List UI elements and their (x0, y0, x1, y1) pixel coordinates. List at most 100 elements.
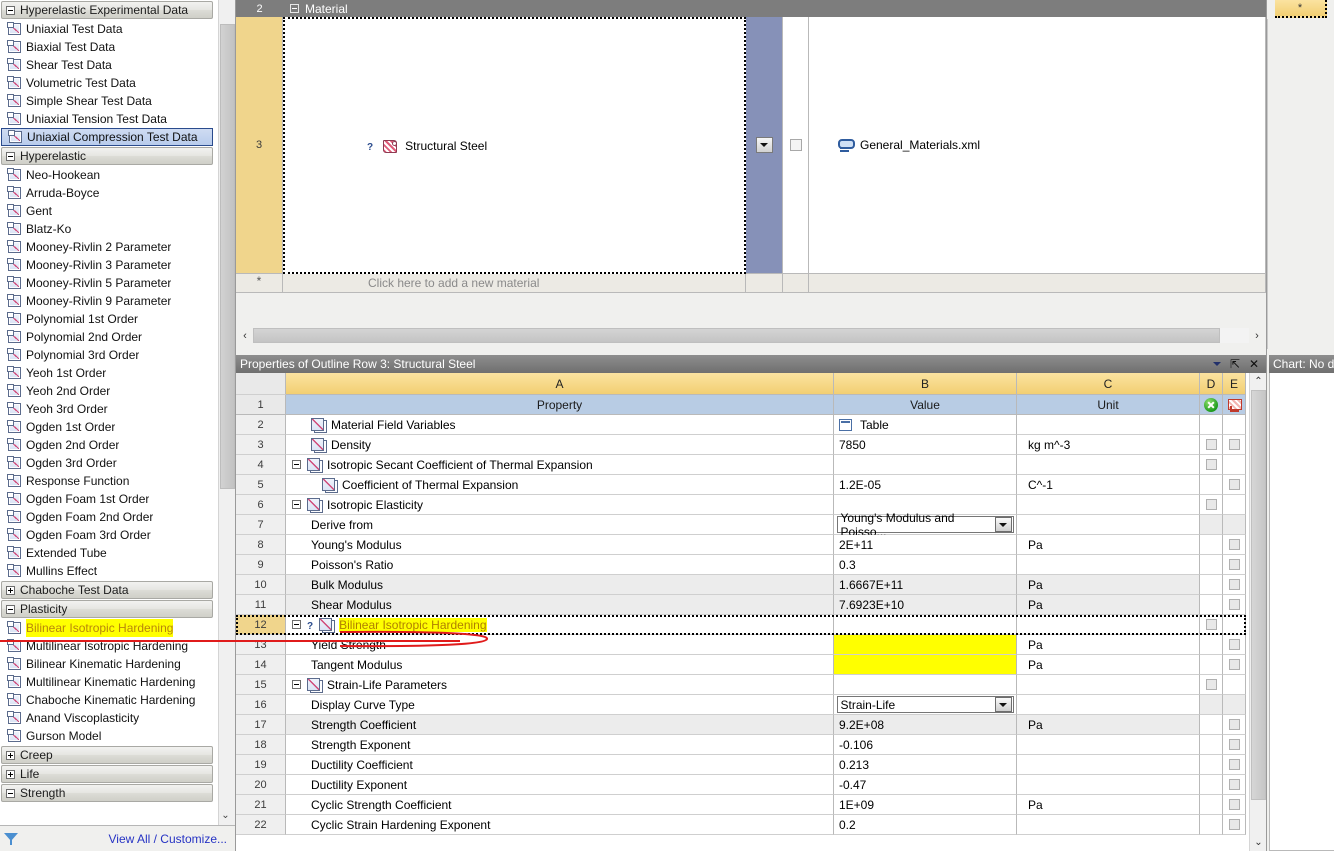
toolbox-item-ogden-foam-1st-order[interactable]: Ogden Foam 1st Order (1, 490, 213, 508)
column-d-cell[interactable] (1200, 635, 1223, 655)
outline-row-checkbox[interactable] (789, 139, 802, 151)
column-e-cell[interactable] (1223, 775, 1246, 795)
properties-row[interactable]: 12? Bilinear Isotropic Hardening (236, 615, 1249, 635)
toolbox-item-multilinear-kinematic-hardening[interactable]: Multilinear Kinematic Hardening (1, 673, 213, 691)
toolbox-group-strength[interactable]: Strength (1, 784, 213, 802)
toolbox-item-gent[interactable]: Gent (1, 202, 213, 220)
toolbox-group-creep[interactable]: Creep (1, 746, 213, 764)
column-d-cell[interactable] (1200, 475, 1223, 495)
column-d-cell[interactable] (1200, 755, 1223, 775)
pin-icon[interactable]: ⇱ (1229, 357, 1240, 371)
parameterize-checkbox[interactable] (1228, 559, 1240, 570)
toolbox-item-neo-hookean[interactable]: Neo-Hookean (1, 166, 213, 184)
parameterize-checkbox[interactable] (1228, 599, 1240, 610)
value-cell[interactable] (834, 675, 1017, 695)
column-d-cell[interactable] (1200, 615, 1223, 635)
properties-row[interactable]: 17 Strength Coefficient 9.2E+08 Pa (236, 715, 1249, 735)
outline-new-row-placeholder[interactable]: Click here to add a new material (283, 274, 746, 293)
property-name-cell[interactable]: Derive from (286, 515, 834, 535)
outline-new-row[interactable]: * Click here to add a new material (236, 274, 1266, 293)
toolbox-item-mullins-effect[interactable]: Mullins Effect (1, 562, 213, 580)
properties-row[interactable]: 2 Material Field Variables Table (236, 415, 1249, 435)
properties-row[interactable]: 5 Coefficient of Thermal Expansion 1.2E-05… (236, 475, 1249, 495)
property-name-cell[interactable]: Display Curve Type (286, 695, 834, 715)
column-d-cell[interactable] (1200, 655, 1223, 675)
value-cell[interactable]: Table (834, 415, 1017, 435)
toolbox-item-ogden-1st-order[interactable]: Ogden 1st Order (1, 418, 213, 436)
toolbox-item-polynomial-3rd-order[interactable]: Polynomial 3rd Order (1, 346, 213, 364)
collapse-icon[interactable] (6, 788, 15, 798)
properties-row[interactable]: 20 Ductility Exponent -0.47 (236, 775, 1249, 795)
suppress-checkbox[interactable] (1205, 619, 1217, 630)
property-name-cell[interactable]: Cyclic Strength Coefficient (286, 795, 834, 815)
suppress-checkbox[interactable] (1205, 439, 1217, 450)
value-cell[interactable] (834, 495, 1017, 515)
parameterize-checkbox[interactable] (1228, 799, 1240, 810)
column-d-cell[interactable] (1200, 555, 1223, 575)
property-name-cell[interactable]: Strength Coefficient (286, 715, 834, 735)
value-dropdown[interactable]: Young's Modulus and Poisso... (836, 511, 1014, 539)
column-d-cell[interactable] (1200, 675, 1223, 695)
value-cell[interactable]: 7.6923E+10 (834, 595, 1017, 615)
properties-row[interactable]: 10 Bulk Modulus 1.6667E+11 Pa (236, 575, 1249, 595)
toolbox-vertical-scrollbar[interactable]: ⌄ (218, 0, 235, 825)
properties-row[interactable]: 16 Display Curve Type Strain-Life (236, 695, 1249, 715)
property-name-cell[interactable]: Strength Exponent (286, 735, 834, 755)
scroll-up-icon[interactable]: ⌃ (1251, 374, 1266, 389)
column-letter-b[interactable]: B (834, 373, 1017, 395)
toolbox-item-uniaxial-compression-test-data[interactable]: Uniaxial Compression Test Data (1, 128, 213, 146)
column-e-cell[interactable] (1223, 475, 1246, 495)
properties-row[interactable]: 14 Tangent Modulus Pa (236, 655, 1249, 675)
parameterize-checkbox[interactable] (1228, 439, 1240, 450)
properties-row[interactable]: 21 Cyclic Strength Coefficient 1E+09 Pa (236, 795, 1249, 815)
toolbox-item-bilinear-kinematic-hardening[interactable]: Bilinear Kinematic Hardening (1, 655, 213, 673)
properties-row[interactable]: 4 Isotropic Secant Coefficient of Thermal… (236, 455, 1249, 475)
column-letter-d[interactable]: D (1200, 373, 1223, 395)
toolbox-item-mooney-rivlin-9-parameter[interactable]: Mooney-Rivlin 9 Parameter (1, 292, 213, 310)
material-entry[interactable]: ? Structural Steel (367, 139, 487, 153)
column-d-cell[interactable] (1200, 415, 1223, 435)
parameterize-checkbox[interactable] (1228, 759, 1240, 770)
suppress-checkbox[interactable] (1205, 459, 1217, 470)
value-cell[interactable]: Young's Modulus and Poisso... (834, 511, 1017, 539)
column-d-cell[interactable] (1200, 435, 1223, 455)
toolbox-item-arruda-boyce[interactable]: Arruda-Boyce (1, 184, 213, 202)
value-cell[interactable]: 2E+11 (834, 535, 1017, 555)
toolbox-item-uniaxial-test-data[interactable]: Uniaxial Test Data (1, 20, 213, 38)
parameterize-checkbox[interactable] (1228, 539, 1240, 550)
property-name-cell[interactable]: ? Bilinear Isotropic Hardening (286, 615, 834, 635)
suppress-checkbox[interactable] (1205, 679, 1217, 690)
properties-row[interactable]: 19 Ductility Coefficient 0.213 (236, 755, 1249, 775)
outline-right-new-cell[interactable]: * (1275, 0, 1327, 18)
toolbox-item-yeoh-2nd-order[interactable]: Yeoh 2nd Order (1, 382, 213, 400)
filter-icon[interactable] (4, 832, 18, 845)
collapse-icon[interactable] (292, 460, 301, 469)
toolbox-item-bilinear-isotropic-hardening[interactable]: Bilinear Isotropic Hardening (1, 619, 213, 637)
parameterize-checkbox[interactable] (1228, 659, 1240, 670)
value-cell[interactable]: 0.213 (834, 755, 1017, 775)
toolbox-scrollbar-thumb[interactable] (220, 24, 235, 489)
toolbox-scroll-down-icon[interactable]: ⌄ (221, 810, 230, 821)
value-cell[interactable]: 7850 (834, 435, 1017, 455)
properties-row[interactable]: 6 Isotropic Elasticity (236, 495, 1249, 515)
toolbox-item-shear-test-data[interactable]: Shear Test Data (1, 56, 213, 74)
parameterize-checkbox[interactable] (1228, 739, 1240, 750)
view-all-customize-link[interactable]: View All / Customize... (108, 831, 228, 846)
toolbox-item-simple-shear-test-data[interactable]: Simple Shear Test Data (1, 92, 213, 110)
green-check-icon[interactable] (1204, 397, 1218, 412)
column-d-cell[interactable] (1200, 715, 1223, 735)
property-name-cell[interactable]: Density (286, 435, 834, 455)
toolbox-item-response-function[interactable]: Response Function (1, 472, 213, 490)
parameterize-checkbox[interactable] (1228, 819, 1240, 830)
properties-row[interactable]: 3 Density 7850 kg m^-3 (236, 435, 1249, 455)
column-e-cell[interactable] (1223, 555, 1246, 575)
value-cell[interactable]: 1.2E-05 (834, 475, 1017, 495)
column-e-cell[interactable] (1223, 755, 1246, 775)
hscroll-thumb[interactable] (253, 328, 1220, 343)
value-cell[interactable]: 9.2E+08 (834, 715, 1017, 735)
value-cell[interactable]: 1.6667E+11 (834, 575, 1017, 595)
column-e-cell[interactable] (1223, 575, 1246, 595)
value-cell[interactable]: -0.47 (834, 775, 1017, 795)
property-name-cell[interactable]: Yield Strength (286, 635, 834, 655)
column-e-cell[interactable] (1223, 635, 1246, 655)
